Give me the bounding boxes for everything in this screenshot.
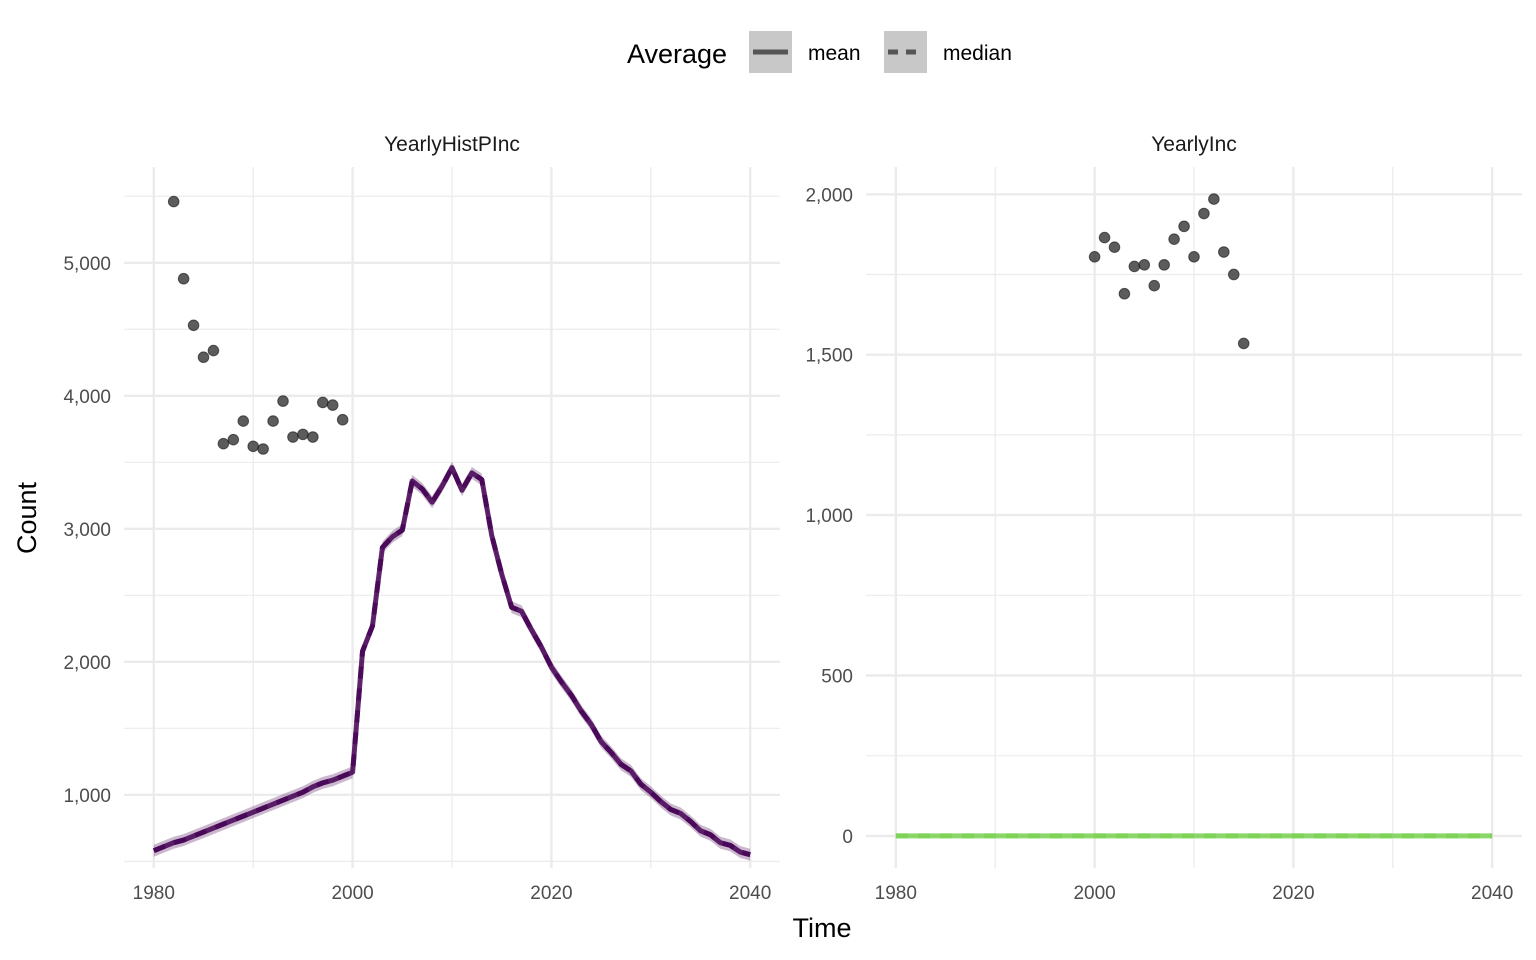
panel-title-yearlyhistpinc: YearlyHistPInc xyxy=(384,133,520,156)
observed-point xyxy=(316,396,329,409)
y-tick-label: 1,000 xyxy=(63,786,111,807)
observed-point xyxy=(177,272,190,285)
legend-label-median: median xyxy=(943,42,1012,65)
series-line-mean xyxy=(152,465,751,858)
observed-point xyxy=(257,443,269,455)
observed-point xyxy=(336,413,349,426)
observed-point xyxy=(237,415,250,427)
gridlines xyxy=(124,167,780,868)
gridlines xyxy=(866,167,1522,868)
observed-point xyxy=(1128,260,1141,273)
observed-point xyxy=(1158,259,1170,271)
y-tick-label: 4,000 xyxy=(63,387,111,408)
observed-point xyxy=(1168,233,1180,245)
y-tick-label: 1,000 xyxy=(805,506,853,527)
observed-point xyxy=(287,431,299,443)
x-tick-label: 2000 xyxy=(1073,883,1115,904)
observed-point xyxy=(277,395,289,407)
x-tick-label: 2020 xyxy=(530,883,572,904)
legend-title: Average xyxy=(627,39,727,69)
observed-point xyxy=(326,399,339,411)
y-tick-label: 2,000 xyxy=(805,185,853,206)
observed-point xyxy=(217,437,230,450)
x-tick-label: 2000 xyxy=(331,883,373,904)
observed-point xyxy=(1178,220,1190,233)
observed-point xyxy=(267,415,279,427)
observed-point xyxy=(1118,287,1131,300)
observed-point xyxy=(187,319,200,332)
legend-label-mean: mean xyxy=(808,42,861,65)
legend: Average mean median xyxy=(627,31,1012,73)
x-tick-label: 2040 xyxy=(1471,883,1513,904)
x-tick-label: 2020 xyxy=(1272,883,1314,904)
x-tick-label: 1980 xyxy=(875,883,917,904)
observed-point xyxy=(1088,251,1101,263)
panel-yearlyinc: YearlyInc 1980 2000 2020 2040 0 500 1,000 1,500… xyxy=(805,133,1522,904)
y-tick-label: 0 xyxy=(842,827,853,848)
observed-point xyxy=(1198,207,1210,220)
x-axis-title: Time xyxy=(793,913,852,943)
observed-point xyxy=(207,344,220,357)
x-tick-label: 1980 xyxy=(133,883,175,904)
observed-point xyxy=(1148,279,1161,292)
y-tick-label: 3,000 xyxy=(63,520,111,541)
panel-yearlyhistpinc: YearlyHistPInc 1980 2000 2020 2040 1,000 2,00… xyxy=(63,133,780,904)
observed-point xyxy=(1237,337,1250,350)
y-tick-label: 2,000 xyxy=(63,653,111,674)
observed-point xyxy=(1208,193,1220,205)
observed-point xyxy=(1218,246,1230,258)
x-tick-label: 2040 xyxy=(729,883,771,904)
observed-point xyxy=(1188,251,1200,263)
y-tick-label: 1,500 xyxy=(805,346,853,367)
observed-point xyxy=(297,428,309,441)
observed-point xyxy=(167,195,180,208)
y-tick-label: 500 xyxy=(821,667,853,688)
observed-point xyxy=(1108,241,1121,254)
observed-point xyxy=(1098,231,1111,244)
observed-point xyxy=(307,431,319,443)
y-axis-title: Count xyxy=(12,481,42,554)
observed-point xyxy=(1227,268,1240,281)
panel-title-yearlyinc: YearlyInc xyxy=(1151,133,1237,156)
observed-point xyxy=(197,351,210,364)
y-tick-label: 5,000 xyxy=(63,254,111,275)
observed-point xyxy=(247,440,260,453)
observed-point xyxy=(227,433,240,446)
observed-point xyxy=(1138,259,1151,271)
